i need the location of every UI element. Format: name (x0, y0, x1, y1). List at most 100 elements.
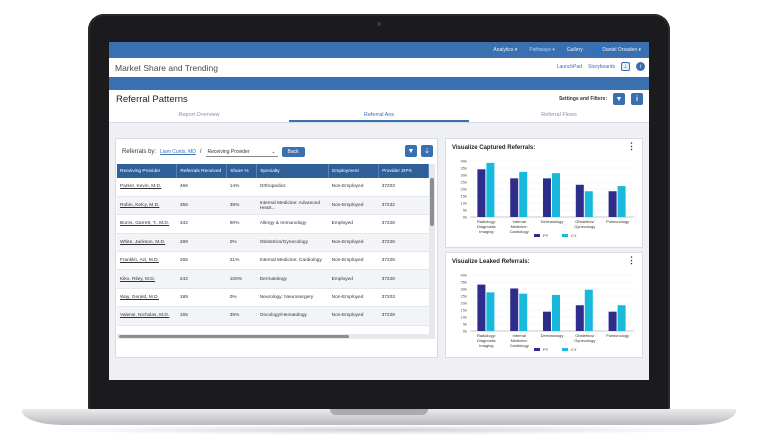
provider-link[interactable]: Parker, Kevin, M.D. (117, 178, 177, 197)
y-tick-label: 40k (461, 159, 467, 164)
horizontal-scroll-thumb[interactable] (119, 335, 349, 338)
x-category-label: Internal (513, 333, 526, 338)
table-row[interactable]: Burns, Garrett, T., M.D. 342 90% Allergy & … (117, 214, 429, 234)
legend-label: CY (571, 347, 577, 352)
vertical-scrollbar[interactable] (429, 164, 435, 334)
column-header[interactable]: Share % (226, 164, 258, 178)
provider-link[interactable]: Burns, Garrett, T., M.D. (117, 214, 177, 234)
table-header-row: Receiving Provider Referrals Received Shar… (117, 164, 429, 178)
bar-py (477, 284, 486, 331)
table-cell: Orthopedics (256, 178, 329, 197)
x-category-label: Medicine: (511, 224, 528, 229)
bar-cy (519, 293, 528, 331)
legend-swatch (562, 234, 568, 237)
x-category-label: Cardiology (510, 343, 529, 348)
back-button[interactable]: Back (281, 147, 305, 157)
tab-referral-flows[interactable]: Referral Flows (541, 112, 577, 118)
x-category-label: Radiology: (477, 333, 496, 338)
column-header[interactable]: Provider ZIPS (378, 164, 429, 178)
y-tick-label: 5k (463, 208, 467, 213)
column-header[interactable]: Employment (328, 164, 380, 178)
x-category-label: Radiology: (477, 219, 496, 224)
provider-link[interactable]: Franklin, Azi, M.D. (117, 251, 177, 271)
table-cell: 289 (176, 233, 227, 253)
table-download-icon[interactable]: ⇣ (421, 145, 433, 157)
column-header[interactable]: Specialty (256, 164, 330, 178)
launchpad-link[interactable]: LaunchPad (556, 63, 583, 70)
table-cell: 14% (226, 178, 257, 197)
table-cell: Dermatology (256, 269, 329, 289)
x-category-label: Dermatology (541, 219, 564, 224)
bar-py (608, 191, 617, 217)
captured-chart: 40k 35k 30k 25k 20k 15k 10k 5k 0k Radiology:Diagn… (461, 159, 634, 238)
nav-user-menu[interactable]: 👤 Daniel Orsaden ▾ (595, 47, 641, 53)
y-tick-label: 15k (461, 308, 467, 313)
laptop-notch (330, 409, 428, 415)
bar-cy (552, 294, 560, 331)
table-row[interactable]: White, Jackson, M.D. 289 0% Obstetrics/Gyne… (117, 233, 429, 253)
tab-referral-ans[interactable]: Referral Ans (289, 108, 469, 122)
bar-py (543, 311, 551, 331)
crumb-link[interactable]: Liam Curtis, MD (160, 149, 196, 155)
tab-report-overview[interactable]: Report Overview (178, 112, 220, 118)
table-cell: 37203 (378, 178, 429, 197)
laptop-base (22, 409, 736, 425)
group-by-select[interactable]: Receiving Provider ⌄ (205, 148, 278, 157)
info-button[interactable]: i (631, 93, 643, 105)
nav-analytics[interactable]: Analytics ▾ (493, 47, 518, 53)
x-category-label: Gynecology (574, 338, 595, 343)
table-cell: Non-Employed (328, 233, 379, 253)
referrals-table: Receiving Provider Referrals Received Shar… (117, 164, 429, 326)
y-tick-label: 35k (461, 280, 467, 285)
table-row[interactable]: Valensi, Nicholas, M.D. 165 35% Oncology/He… (117, 306, 429, 326)
kebab-menu-icon[interactable]: ⋮ (627, 141, 636, 151)
column-header[interactable]: Receiving Provider (117, 164, 178, 178)
provider-link[interactable]: Valensi, Nicholas, M.D. (117, 306, 177, 326)
table-cell: Non-Employed (328, 288, 379, 308)
x-category-label: Pulmonology (606, 219, 629, 224)
filter-icon[interactable]: ▼ (613, 93, 625, 105)
app-band (109, 77, 649, 90)
table-row[interactable]: Franklin, Azi, M.D. 265 21% Internal Medici… (117, 251, 429, 271)
y-tick-label: 25k (461, 180, 467, 185)
y-tick-label: 20k (461, 187, 467, 192)
vertical-scroll-thumb[interactable] (430, 178, 434, 226)
x-category-label: Diagnostic (477, 338, 496, 343)
x-category-label: Cardiology (510, 229, 529, 234)
y-tick-label: 20k (461, 301, 467, 306)
download-icon[interactable]: ⇣ (621, 62, 630, 71)
horizontal-scrollbar[interactable] (117, 334, 435, 339)
legend-label: PY (543, 233, 549, 238)
provider-link[interactable]: Way, Gerald, M.D. (117, 288, 177, 308)
table-cell: 0% (226, 288, 257, 308)
bar-cy (584, 289, 593, 331)
nav-pathways[interactable]: Pathways ▾ (529, 47, 555, 53)
x-category-label: Dermatology (541, 333, 564, 338)
bar-py (510, 178, 519, 217)
provider-link[interactable]: Robin, Kelcy, M.D. (117, 196, 177, 216)
table-row[interactable]: Kiko, Riley, M.D. 242 100% Dermatology Emplo… (117, 269, 429, 289)
provider-link[interactable]: White, Jackson, M.D. (117, 233, 177, 253)
nav-gallery[interactable]: Gallery (566, 47, 583, 53)
table-cell: 37228 (378, 269, 429, 289)
column-header[interactable]: Referrals Received (176, 164, 228, 178)
table-filter-icon[interactable]: ▼ (405, 145, 417, 157)
y-tick-label: 10k (461, 315, 467, 320)
storyboards-link[interactable]: Storyboards (588, 63, 615, 70)
x-category-label: Gynecology (574, 224, 595, 229)
kebab-menu-icon[interactable]: ⋮ (627, 255, 636, 265)
x-category-label: Obstetrics/ (575, 219, 595, 224)
table-cell: 466 (176, 178, 227, 197)
bar-cy (552, 173, 560, 217)
x-category-label: Internal (513, 219, 526, 224)
table-row[interactable]: Way, Gerald, M.D. 189 0% Neurology: Neurosu… (117, 288, 429, 308)
table-cell: 265 (176, 251, 227, 271)
table-cell: 0% (226, 233, 257, 253)
camera-dot (377, 22, 381, 26)
table-cell: 37228 (378, 214, 429, 234)
table-row[interactable]: Robin, Kelcy, M.D. 355 38% Internal Medicin… (117, 196, 429, 216)
referrals-panel: Referrals by: Liam Curtis, MD / Receivin… (115, 138, 438, 358)
info-icon[interactable]: i (636, 62, 645, 71)
table-row[interactable]: Parker, Kevin, M.D. 466 14% Orthopedics Non-… (117, 178, 429, 197)
provider-link[interactable]: Kiko, Riley, M.D. (117, 269, 177, 289)
